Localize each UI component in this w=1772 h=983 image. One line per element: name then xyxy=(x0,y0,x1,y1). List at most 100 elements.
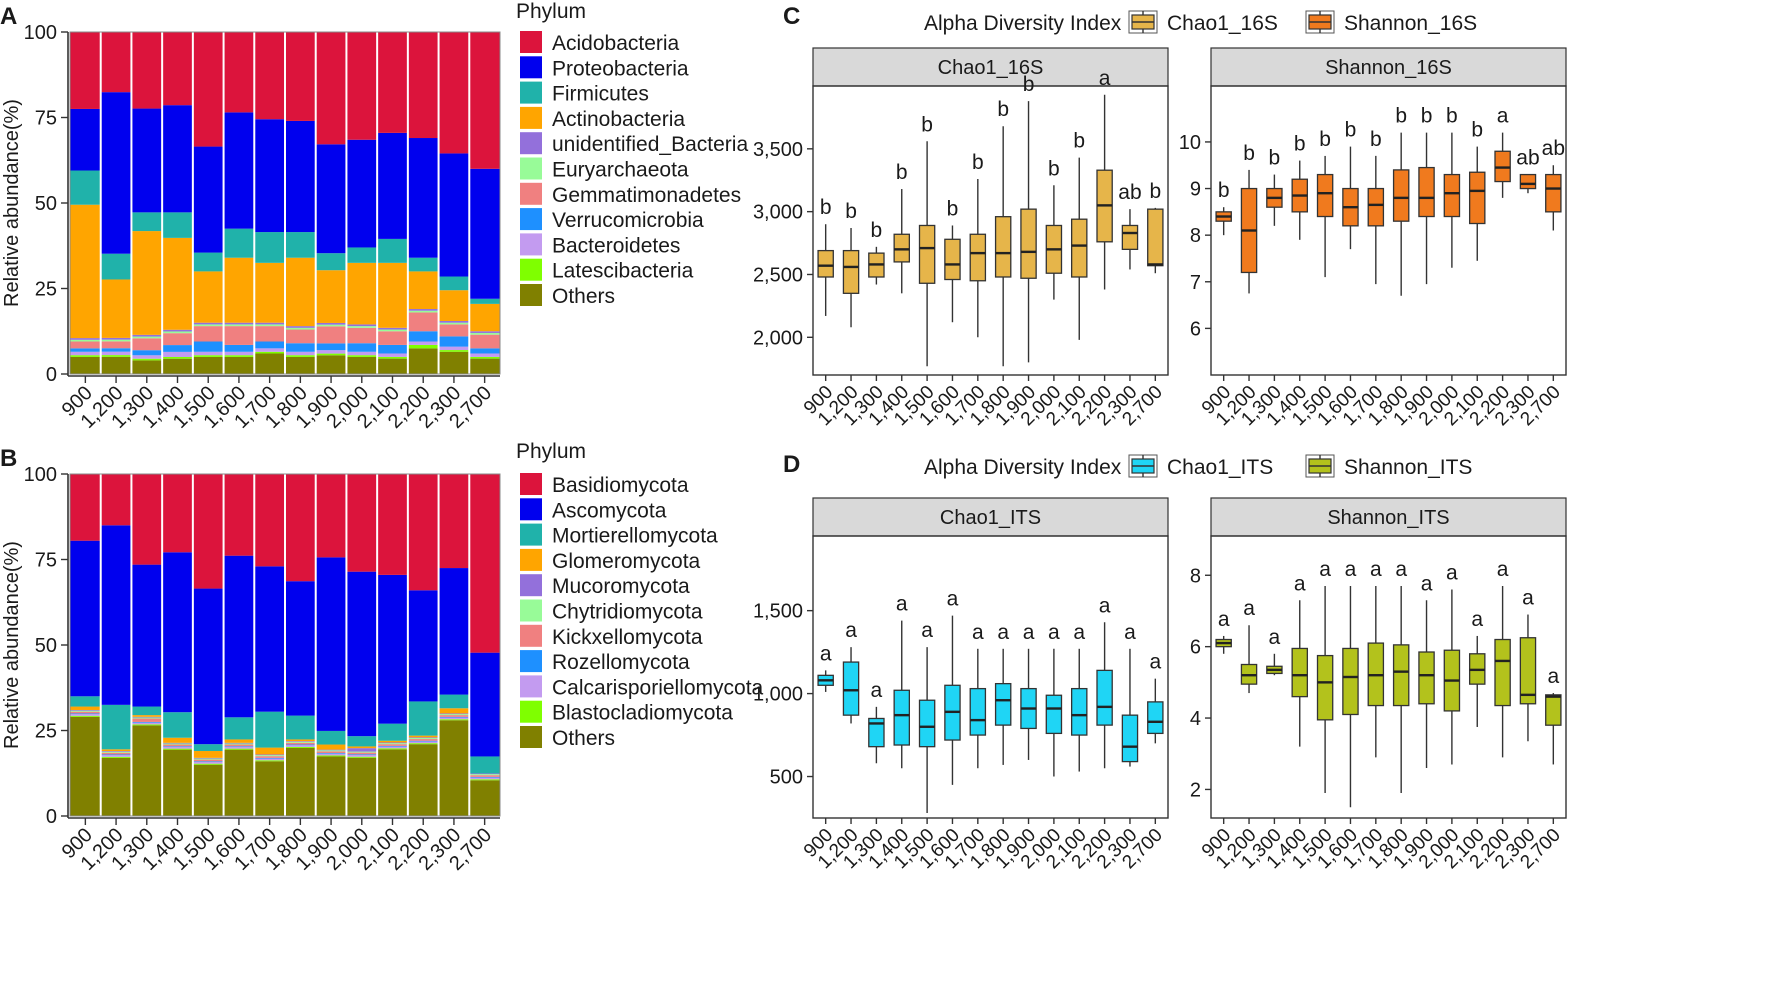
boxplot: b xyxy=(1215,179,1232,236)
box-body xyxy=(1121,714,1139,763)
boxplot: a xyxy=(1266,626,1283,676)
bar-segment-mucoromycota xyxy=(285,741,316,742)
bar-segment-verrucomicrobia xyxy=(469,348,500,354)
facet-chao1-its: Chao1_ITS5001,0001,500a900a1,200a1,300a1… xyxy=(753,497,1169,873)
bar-segment-euryarchaeota xyxy=(131,336,163,339)
bar-segment-ascomycota xyxy=(223,555,255,718)
boxplot: b xyxy=(893,161,911,294)
legend-swatch xyxy=(520,675,542,698)
box-body xyxy=(1096,669,1113,726)
bar-segment-acidobacteria xyxy=(100,32,132,93)
bar-segment-unidentified-bacteria xyxy=(162,329,193,332)
bar-segment-acidobacteria xyxy=(377,32,408,133)
legend-swatch xyxy=(520,31,542,53)
bar-segment-others xyxy=(254,353,285,374)
box-body xyxy=(1367,187,1385,227)
bar-segment-glomeromycota xyxy=(254,747,285,755)
significance-label: b xyxy=(1218,179,1230,202)
bar-segment-basidiomycota xyxy=(223,474,255,556)
bar-segment-bacteroidetes xyxy=(254,348,285,352)
bar-segment-rozellomycota xyxy=(407,740,439,742)
bar-segment-ascomycota xyxy=(192,588,224,745)
panel-c-boxplot-chart: C Alpha Diversity Index Chao1_16S Shannon_1… xyxy=(753,3,1567,430)
bar-segment-proteobacteria xyxy=(70,108,101,171)
significance-label: b xyxy=(820,196,832,219)
significance-label: a xyxy=(1243,597,1255,620)
y-tick-label: 50 xyxy=(35,635,57,657)
bar-segment-glomeromycota xyxy=(162,737,193,743)
bar-segment-verrucomicrobia xyxy=(346,343,378,352)
bar-segment-rozellomycota xyxy=(346,754,378,756)
bar-segment-others xyxy=(407,744,439,816)
significance-label: a xyxy=(1294,572,1306,595)
legend-swatch xyxy=(520,258,542,281)
facet-panel-border xyxy=(812,535,1169,819)
plot-frame xyxy=(69,31,501,375)
y-tick-label: 1,000 xyxy=(753,684,803,706)
bar-segment-mortierellomycota xyxy=(70,696,101,707)
bar-segment-ascomycota xyxy=(285,581,316,716)
legend-label: Verrucomicrobia xyxy=(552,209,704,232)
bar-segment-basidiomycota xyxy=(377,474,408,575)
bar-segment-acidobacteria xyxy=(131,32,163,109)
box-body xyxy=(1494,638,1511,707)
boxplot: a xyxy=(1342,558,1359,808)
significance-label: a xyxy=(1023,621,1035,644)
facet-shannon-its: Shannon_ITS2468a900a1,200a1,300a1,400a1,… xyxy=(1190,497,1567,873)
bar-segment-ascomycota xyxy=(100,525,132,705)
boxplot: a xyxy=(1392,558,1410,794)
bar-segment-euryarchaeota xyxy=(100,339,132,342)
legend: Alpha Diversity Index Chao1_ITS Shannon_IT… xyxy=(924,454,1472,479)
boxplot: a xyxy=(1443,562,1461,765)
y-tick-label: 3,500 xyxy=(753,139,803,161)
facet-panel-border xyxy=(1210,85,1567,376)
bar-segment-chytridiomycota xyxy=(469,774,500,776)
boxplot: a xyxy=(1367,558,1385,758)
box-body xyxy=(969,233,987,282)
bar-segment-proteobacteria xyxy=(285,120,316,233)
bar-segment-blastocladiomycota xyxy=(254,760,285,762)
bar-segment-verrucomicrobia xyxy=(100,348,132,352)
significance-label: b xyxy=(1370,128,1382,151)
legend-key xyxy=(1305,10,1335,34)
bar-segment-euryarchaeota xyxy=(438,322,470,325)
significance-label: a xyxy=(997,621,1009,644)
bar-segment-basidiomycota xyxy=(285,474,316,582)
plot-frame xyxy=(69,473,501,817)
bar-segment-proteobacteria xyxy=(131,108,163,213)
boxplot: a xyxy=(1070,621,1088,772)
box-body xyxy=(817,249,834,278)
bar-segment-glomeromycota xyxy=(407,735,439,738)
boxplot: b xyxy=(1342,119,1359,250)
bar-segment-acidobacteria xyxy=(346,32,378,140)
bar-segment-latescibacteria xyxy=(254,351,285,354)
box-body xyxy=(944,238,961,281)
boxplot: a xyxy=(1494,558,1511,758)
bar-segment-unidentified-bacteria xyxy=(315,322,347,325)
bar-segment-others xyxy=(346,356,378,374)
bar-segment-bacteroidetes xyxy=(131,355,163,359)
significance-label: b xyxy=(947,197,959,220)
bar-segment-kickxellomycota xyxy=(100,752,132,755)
boxplot: b xyxy=(817,196,834,316)
bar-segment-glomeromycota xyxy=(192,751,224,758)
significance-label: b xyxy=(896,161,908,184)
legend-swatch xyxy=(520,284,542,306)
bar-segment-chytridiomycota xyxy=(346,751,378,753)
bar-segment-chytridiomycota xyxy=(377,743,408,745)
bar-segment-bacteroidetes xyxy=(377,353,408,357)
legend-key xyxy=(1128,10,1158,34)
bar-segment-chytridiomycota xyxy=(192,758,224,760)
bar-segment-unidentified-bacteria xyxy=(70,338,101,340)
bar-segment-others xyxy=(131,360,163,374)
legend-key xyxy=(1305,454,1335,478)
bar-segment-rozellomycota xyxy=(254,757,285,759)
bar-segment-proteobacteria xyxy=(469,168,500,299)
bar-segment-others xyxy=(162,358,193,374)
boxplot: b xyxy=(868,219,885,285)
significance-label: a xyxy=(1497,558,1509,581)
significance-label: a xyxy=(1471,608,1483,631)
bar-segment-firmicutes xyxy=(315,253,347,271)
legend-swatch xyxy=(520,523,542,546)
bar-segment-blastocladiomycota xyxy=(285,746,316,748)
